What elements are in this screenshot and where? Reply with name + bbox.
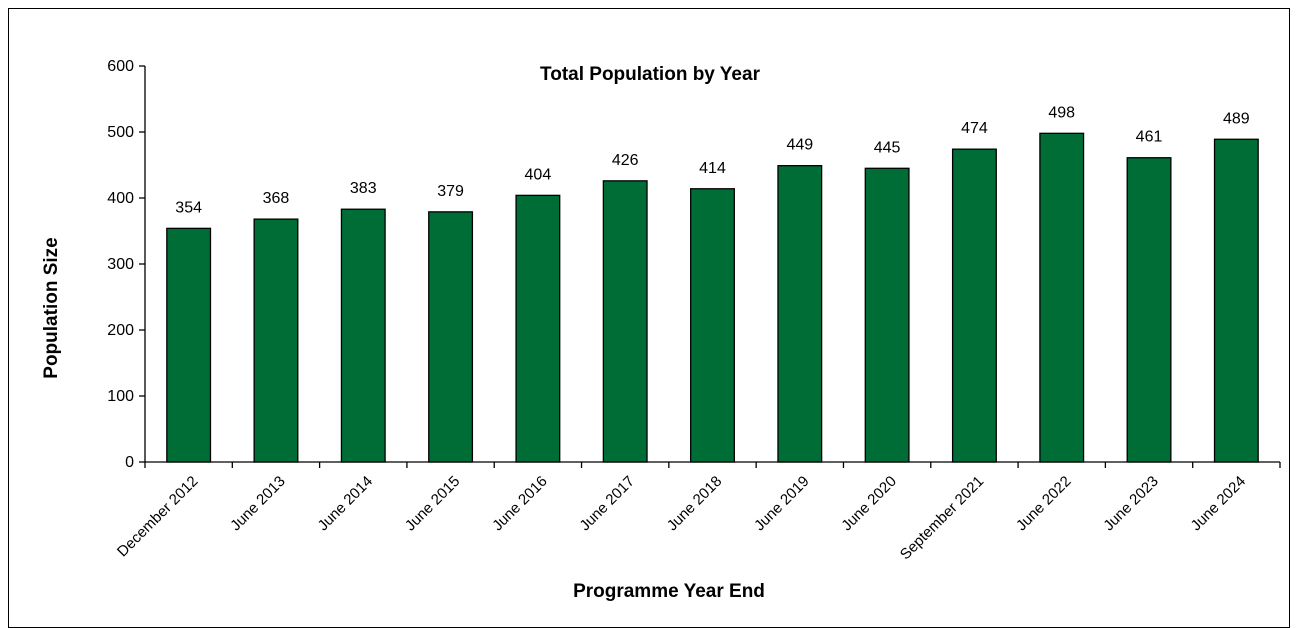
data-label: 383: [350, 180, 377, 197]
category-label: June 2019: [751, 473, 813, 535]
y-tick-label: 100: [107, 388, 134, 405]
data-label: 379: [437, 183, 464, 200]
category-label: June 2018: [664, 473, 726, 535]
category-label: September 2021: [897, 473, 987, 563]
data-label: 449: [786, 137, 813, 154]
category-label: June 2016: [489, 473, 551, 535]
data-label: 461: [1136, 129, 1163, 146]
y-tick-label: 0: [125, 454, 134, 471]
data-label: 414: [699, 160, 726, 177]
category-label: December 2012: [114, 473, 201, 560]
data-label: 404: [525, 166, 552, 183]
bar: [602, 180, 648, 463]
bar: [951, 148, 997, 463]
category-label: June 2013: [227, 473, 289, 535]
y-tick-label: 200: [107, 322, 134, 339]
bar: [1213, 138, 1259, 463]
category-label: June 2017: [576, 473, 638, 535]
data-label: 445: [874, 139, 901, 156]
category-label: June 2020: [838, 473, 900, 535]
bar: [166, 227, 212, 463]
data-label: 368: [263, 190, 290, 207]
data-label: 498: [1048, 104, 1075, 121]
bar: [253, 218, 299, 463]
data-label: 489: [1223, 110, 1250, 127]
y-tick-label: 400: [107, 190, 134, 207]
bar: [1039, 132, 1085, 463]
category-label: June 2024: [1188, 473, 1250, 535]
category-label: June 2015: [402, 473, 464, 535]
bar: [864, 167, 910, 463]
bar: [515, 194, 561, 463]
x-axis-title: Programme Year End: [573, 581, 765, 602]
chart-title: Total Population by Year: [540, 64, 761, 85]
y-tick-label: 500: [107, 124, 134, 141]
data-label: 354: [175, 199, 202, 216]
data-label: 426: [612, 152, 639, 169]
category-label: June 2014: [315, 473, 377, 535]
plot-area: 0 100 200 300 400 500 600 354 December 2012 368 Ju…: [107, 58, 1281, 563]
bar: [428, 211, 474, 463]
y-tick-label: 600: [107, 58, 134, 75]
bar: [340, 208, 386, 463]
bar: [690, 188, 735, 463]
y-tick-label: 300: [107, 256, 134, 273]
data-label: 474: [961, 120, 988, 137]
bar: [777, 165, 823, 463]
category-label: June 2023: [1100, 473, 1162, 535]
bar: [1126, 157, 1172, 463]
category-label: June 2022: [1013, 473, 1075, 535]
y-axis-title: Population Size: [41, 237, 62, 378]
